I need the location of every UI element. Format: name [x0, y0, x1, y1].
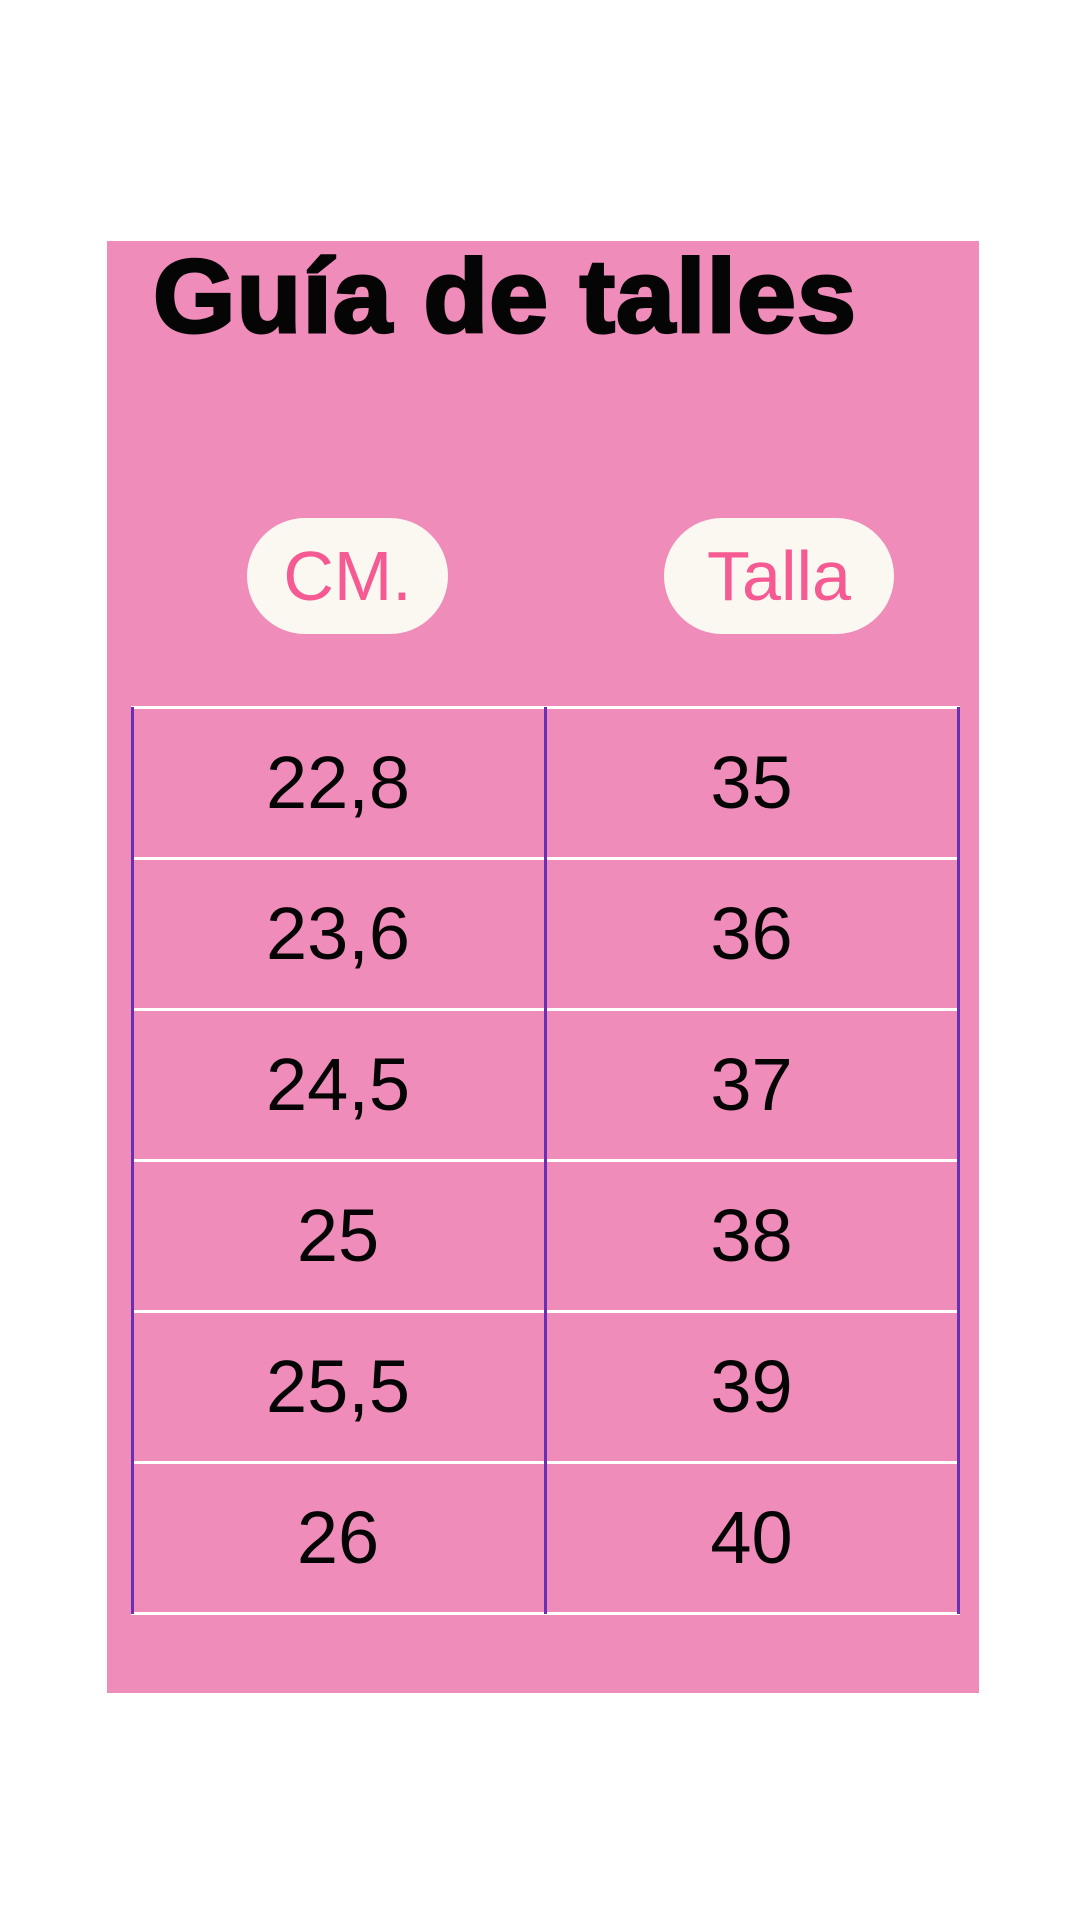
column-divider	[957, 707, 960, 1614]
page-title: Guía de talles	[151, 238, 858, 357]
cell-cm: 23,6	[265, 892, 411, 975]
cell-cm: 25,5	[265, 1345, 411, 1428]
cell-talla: 38	[710, 1194, 793, 1277]
header-talla: Talla	[664, 518, 894, 634]
cell-talla: 39	[710, 1345, 793, 1428]
column-divider	[131, 707, 134, 1614]
cell-talla: 40	[710, 1496, 793, 1579]
cell-cm: 26	[296, 1496, 380, 1579]
cell-talla: 37	[710, 1043, 793, 1126]
column-divider	[544, 707, 547, 1614]
cell-cm: 25	[296, 1194, 380, 1277]
cell-cm: 22,8	[265, 741, 411, 824]
cell-cm: 24,5	[265, 1043, 411, 1126]
cell-talla: 35	[710, 741, 793, 824]
size-guide-panel	[107, 241, 979, 1693]
size-table: 22,8 35 23,6 36 24,5 37 25 38 25,5 39 26 40	[131, 706, 960, 1615]
header-cm: CM.	[247, 518, 448, 634]
cell-talla: 36	[710, 892, 793, 975]
